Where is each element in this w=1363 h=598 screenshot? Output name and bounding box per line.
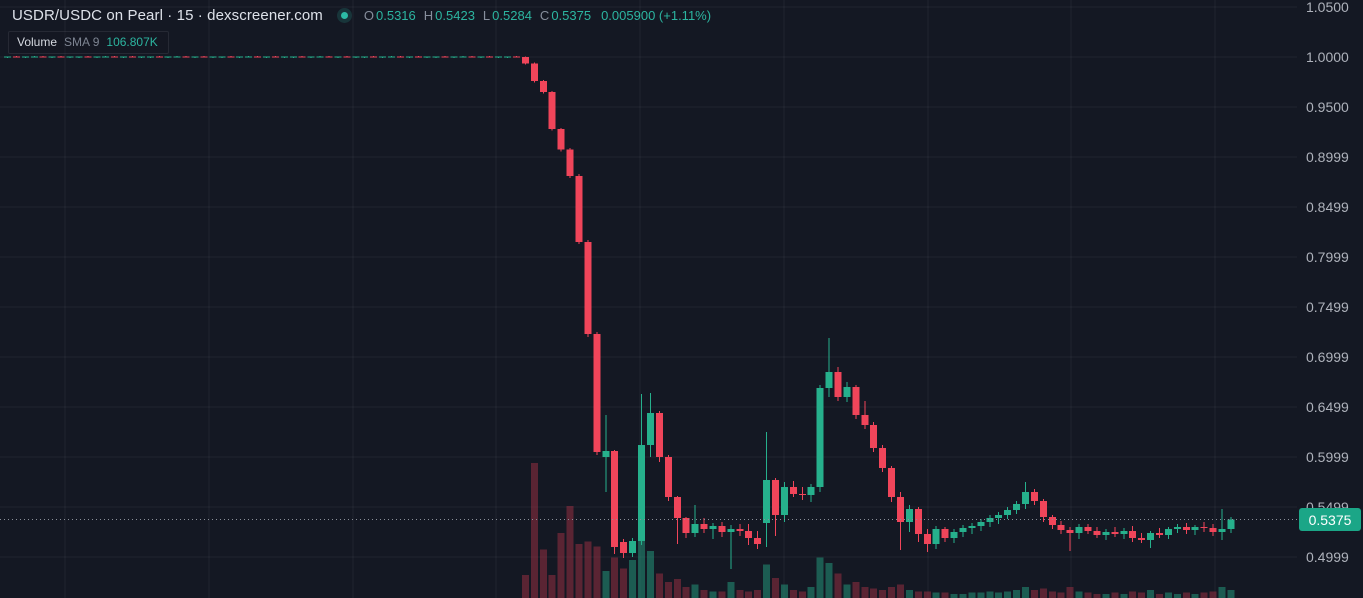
- volume-indicator-name: Volume: [17, 35, 58, 49]
- price-axis-label: 0.8499: [1306, 199, 1349, 216]
- open-label: O: [363, 7, 374, 23]
- price-axis[interactable]: 1.0500 1.0000 0.9500 0.8999 0.8499 0.7999 0.74…: [1297, 0, 1363, 598]
- price-axis-label: 0.7499: [1306, 299, 1349, 316]
- volume-legend[interactable]: Volume SMA 9 106.807K: [8, 31, 169, 54]
- last-price-value: 0.5375: [1308, 511, 1352, 528]
- symbol-title[interactable]: USDR/USDC on Pearl · 15 · dexscreener.co…: [12, 6, 323, 24]
- volume-sma-value: 106.807K: [106, 35, 158, 49]
- price-axis-label: 0.7999: [1306, 249, 1349, 266]
- high-label: H: [423, 7, 434, 23]
- price-axis-label: 1.0000: [1306, 49, 1349, 65]
- price-axis-label: 0.6999: [1306, 349, 1349, 366]
- ohlc-values: O 0.5316 H 0.5423 L 0.5284 C 0.5375 0.00…: [364, 8, 711, 23]
- open-value: 0.5316: [376, 7, 416, 23]
- chart-header: USDR/USDC on Pearl · 15 · dexscreener.co…: [8, 4, 711, 54]
- price-axis-label: 0.6499: [1306, 399, 1349, 416]
- last-price-badge: 0.5375: [1299, 508, 1361, 531]
- close-label: C: [539, 7, 550, 23]
- status-dot-icon: [336, 7, 352, 23]
- low-label: L: [482, 7, 491, 23]
- price-axis-label: 0.8999: [1306, 149, 1349, 166]
- low-value: 0.5284: [492, 7, 532, 23]
- high-value: 0.5423: [435, 7, 475, 23]
- change-value: 0.005900 (+1.11%): [601, 7, 712, 23]
- price-axis-label: 0.4999: [1306, 549, 1349, 566]
- price-axis-label: 1.0500: [1306, 0, 1349, 15]
- price-axis-label: 0.5999: [1306, 449, 1349, 466]
- legend-title-row: USDR/USDC on Pearl · 15 · dexscreener.co…: [12, 4, 711, 26]
- volume-sma-params: SMA 9: [64, 35, 100, 49]
- close-value: 0.5375: [551, 7, 592, 23]
- price-axis-label: 0.9500: [1306, 99, 1349, 115]
